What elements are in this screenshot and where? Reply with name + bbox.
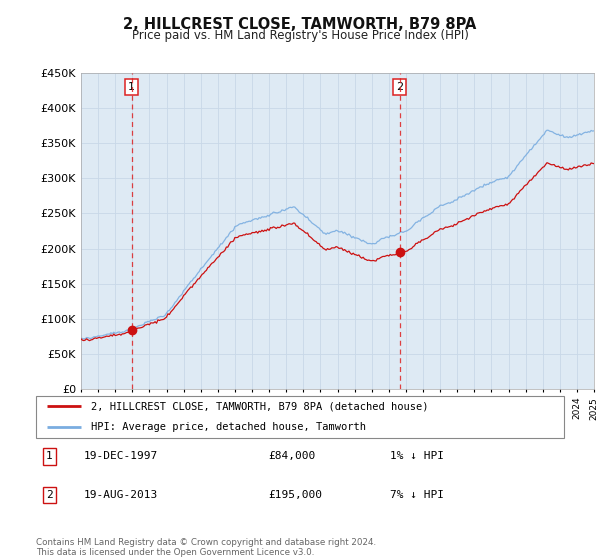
Text: 1: 1 (46, 451, 53, 461)
Text: 19-DEC-1997: 19-DEC-1997 (83, 451, 158, 461)
Text: 2: 2 (396, 82, 403, 92)
Text: 2, HILLCREST CLOSE, TAMWORTH, B79 8PA: 2, HILLCREST CLOSE, TAMWORTH, B79 8PA (124, 17, 476, 32)
Text: Price paid vs. HM Land Registry's House Price Index (HPI): Price paid vs. HM Land Registry's House … (131, 29, 469, 42)
Text: £195,000: £195,000 (268, 490, 322, 500)
Text: HPI: Average price, detached house, Tamworth: HPI: Average price, detached house, Tamw… (91, 422, 367, 432)
Text: Contains HM Land Registry data © Crown copyright and database right 2024.
This d: Contains HM Land Registry data © Crown c… (36, 538, 376, 557)
FancyBboxPatch shape (36, 396, 564, 438)
Text: 2: 2 (46, 490, 53, 500)
Text: 7% ↓ HPI: 7% ↓ HPI (390, 490, 444, 500)
Text: 1% ↓ HPI: 1% ↓ HPI (390, 451, 444, 461)
Text: 19-AUG-2013: 19-AUG-2013 (83, 490, 158, 500)
Text: £84,000: £84,000 (268, 451, 316, 461)
Text: 2, HILLCREST CLOSE, TAMWORTH, B79 8PA (detached house): 2, HILLCREST CLOSE, TAMWORTH, B79 8PA (d… (91, 402, 429, 412)
Text: 1: 1 (128, 82, 135, 92)
